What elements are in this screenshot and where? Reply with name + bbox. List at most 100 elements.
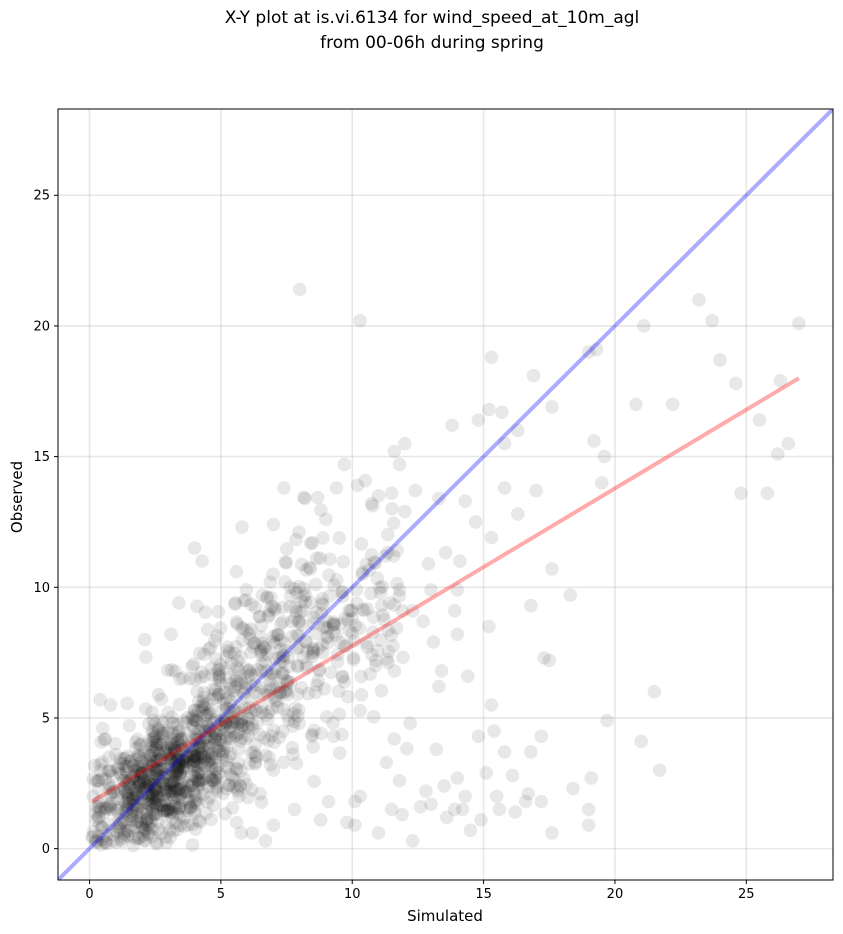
- data-point: [370, 571, 385, 585]
- data-point: [134, 769, 149, 783]
- data-point: [290, 641, 304, 656]
- data-point: [145, 723, 159, 738]
- data-point: [315, 637, 329, 652]
- data-point: [239, 593, 253, 607]
- data-point: [148, 781, 163, 796]
- data-point: [348, 618, 363, 633]
- data-point: [134, 792, 148, 806]
- data-point: [195, 741, 210, 756]
- data-point: [637, 319, 651, 333]
- data-point: [135, 759, 150, 774]
- data-point: [154, 737, 168, 752]
- data-point: [492, 802, 507, 817]
- data-point: [111, 820, 126, 834]
- data-point: [130, 780, 145, 794]
- data-point: [426, 635, 441, 649]
- data-point: [220, 731, 235, 745]
- data-point: [156, 783, 171, 797]
- data-point: [260, 712, 275, 727]
- data-point: [164, 752, 179, 767]
- data-point: [268, 651, 282, 666]
- data-point: [310, 490, 325, 505]
- data-point: [193, 738, 207, 753]
- data-point: [179, 748, 194, 763]
- data-point: [93, 757, 108, 772]
- data-point: [216, 786, 230, 801]
- data-point: [156, 715, 170, 730]
- data-point: [133, 809, 148, 824]
- data-point: [232, 789, 246, 804]
- data-point: [445, 418, 459, 433]
- data-point: [296, 589, 311, 604]
- data-point: [193, 815, 208, 829]
- data-point: [142, 717, 156, 731]
- data-point: [207, 773, 221, 788]
- data-point: [111, 760, 125, 775]
- data-point: [294, 557, 309, 572]
- data-point: [128, 775, 143, 790]
- data-point: [240, 719, 255, 734]
- data-point: [238, 662, 253, 676]
- data-point: [343, 603, 358, 618]
- data-point: [176, 752, 191, 766]
- data-point: [223, 728, 238, 742]
- data-point: [222, 761, 236, 775]
- data-point: [177, 819, 191, 834]
- data-point: [147, 796, 162, 810]
- data-point: [162, 802, 177, 816]
- data-point: [254, 643, 268, 658]
- chart-title-line-1: X-Y plot at is.vi.6134 for wind_speed_at…: [225, 8, 640, 28]
- data-point: [233, 778, 248, 792]
- data-point: [146, 713, 160, 728]
- data-point: [206, 724, 220, 739]
- data-point: [364, 548, 379, 562]
- data-point: [125, 792, 140, 807]
- data-point: [332, 531, 347, 545]
- data-point: [424, 797, 438, 812]
- data-point: [432, 679, 446, 694]
- data-point: [268, 690, 282, 704]
- data-point: [447, 604, 462, 618]
- data-point: [152, 723, 166, 738]
- data-point: [652, 763, 667, 778]
- data-point: [302, 560, 316, 575]
- data-point: [162, 751, 177, 766]
- data-point: [272, 730, 287, 745]
- data-point: [89, 813, 103, 827]
- data-point: [229, 639, 243, 654]
- data-point: [140, 761, 154, 776]
- data-point: [416, 614, 430, 629]
- data-point: [194, 747, 209, 761]
- data-point: [117, 783, 132, 797]
- data-point: [176, 773, 190, 788]
- data-point: [381, 623, 395, 638]
- data-point: [144, 794, 159, 809]
- data-point: [172, 596, 186, 610]
- data-point: [337, 457, 352, 472]
- data-point: [392, 457, 407, 472]
- data-point: [191, 742, 206, 756]
- data-point: [285, 629, 300, 644]
- data-point: [121, 792, 136, 807]
- data-point: [134, 737, 148, 751]
- data-point: [342, 623, 357, 638]
- data-point: [333, 635, 347, 650]
- y-axis-label: Observed: [8, 461, 26, 533]
- data-point: [168, 799, 182, 814]
- data-point: [173, 799, 187, 814]
- data-point: [172, 738, 187, 752]
- data-point: [97, 805, 112, 820]
- data-point: [387, 664, 402, 678]
- data-point: [176, 784, 191, 798]
- data-point: [154, 826, 168, 841]
- data-point: [208, 762, 223, 777]
- data-point: [165, 788, 180, 802]
- data-point: [91, 782, 106, 797]
- data-point: [144, 814, 158, 829]
- data-point: [244, 745, 258, 760]
- data-point: [134, 802, 149, 817]
- data-point: [186, 758, 201, 773]
- data-point: [199, 697, 214, 712]
- data-point: [281, 713, 296, 728]
- data-point: [138, 702, 153, 716]
